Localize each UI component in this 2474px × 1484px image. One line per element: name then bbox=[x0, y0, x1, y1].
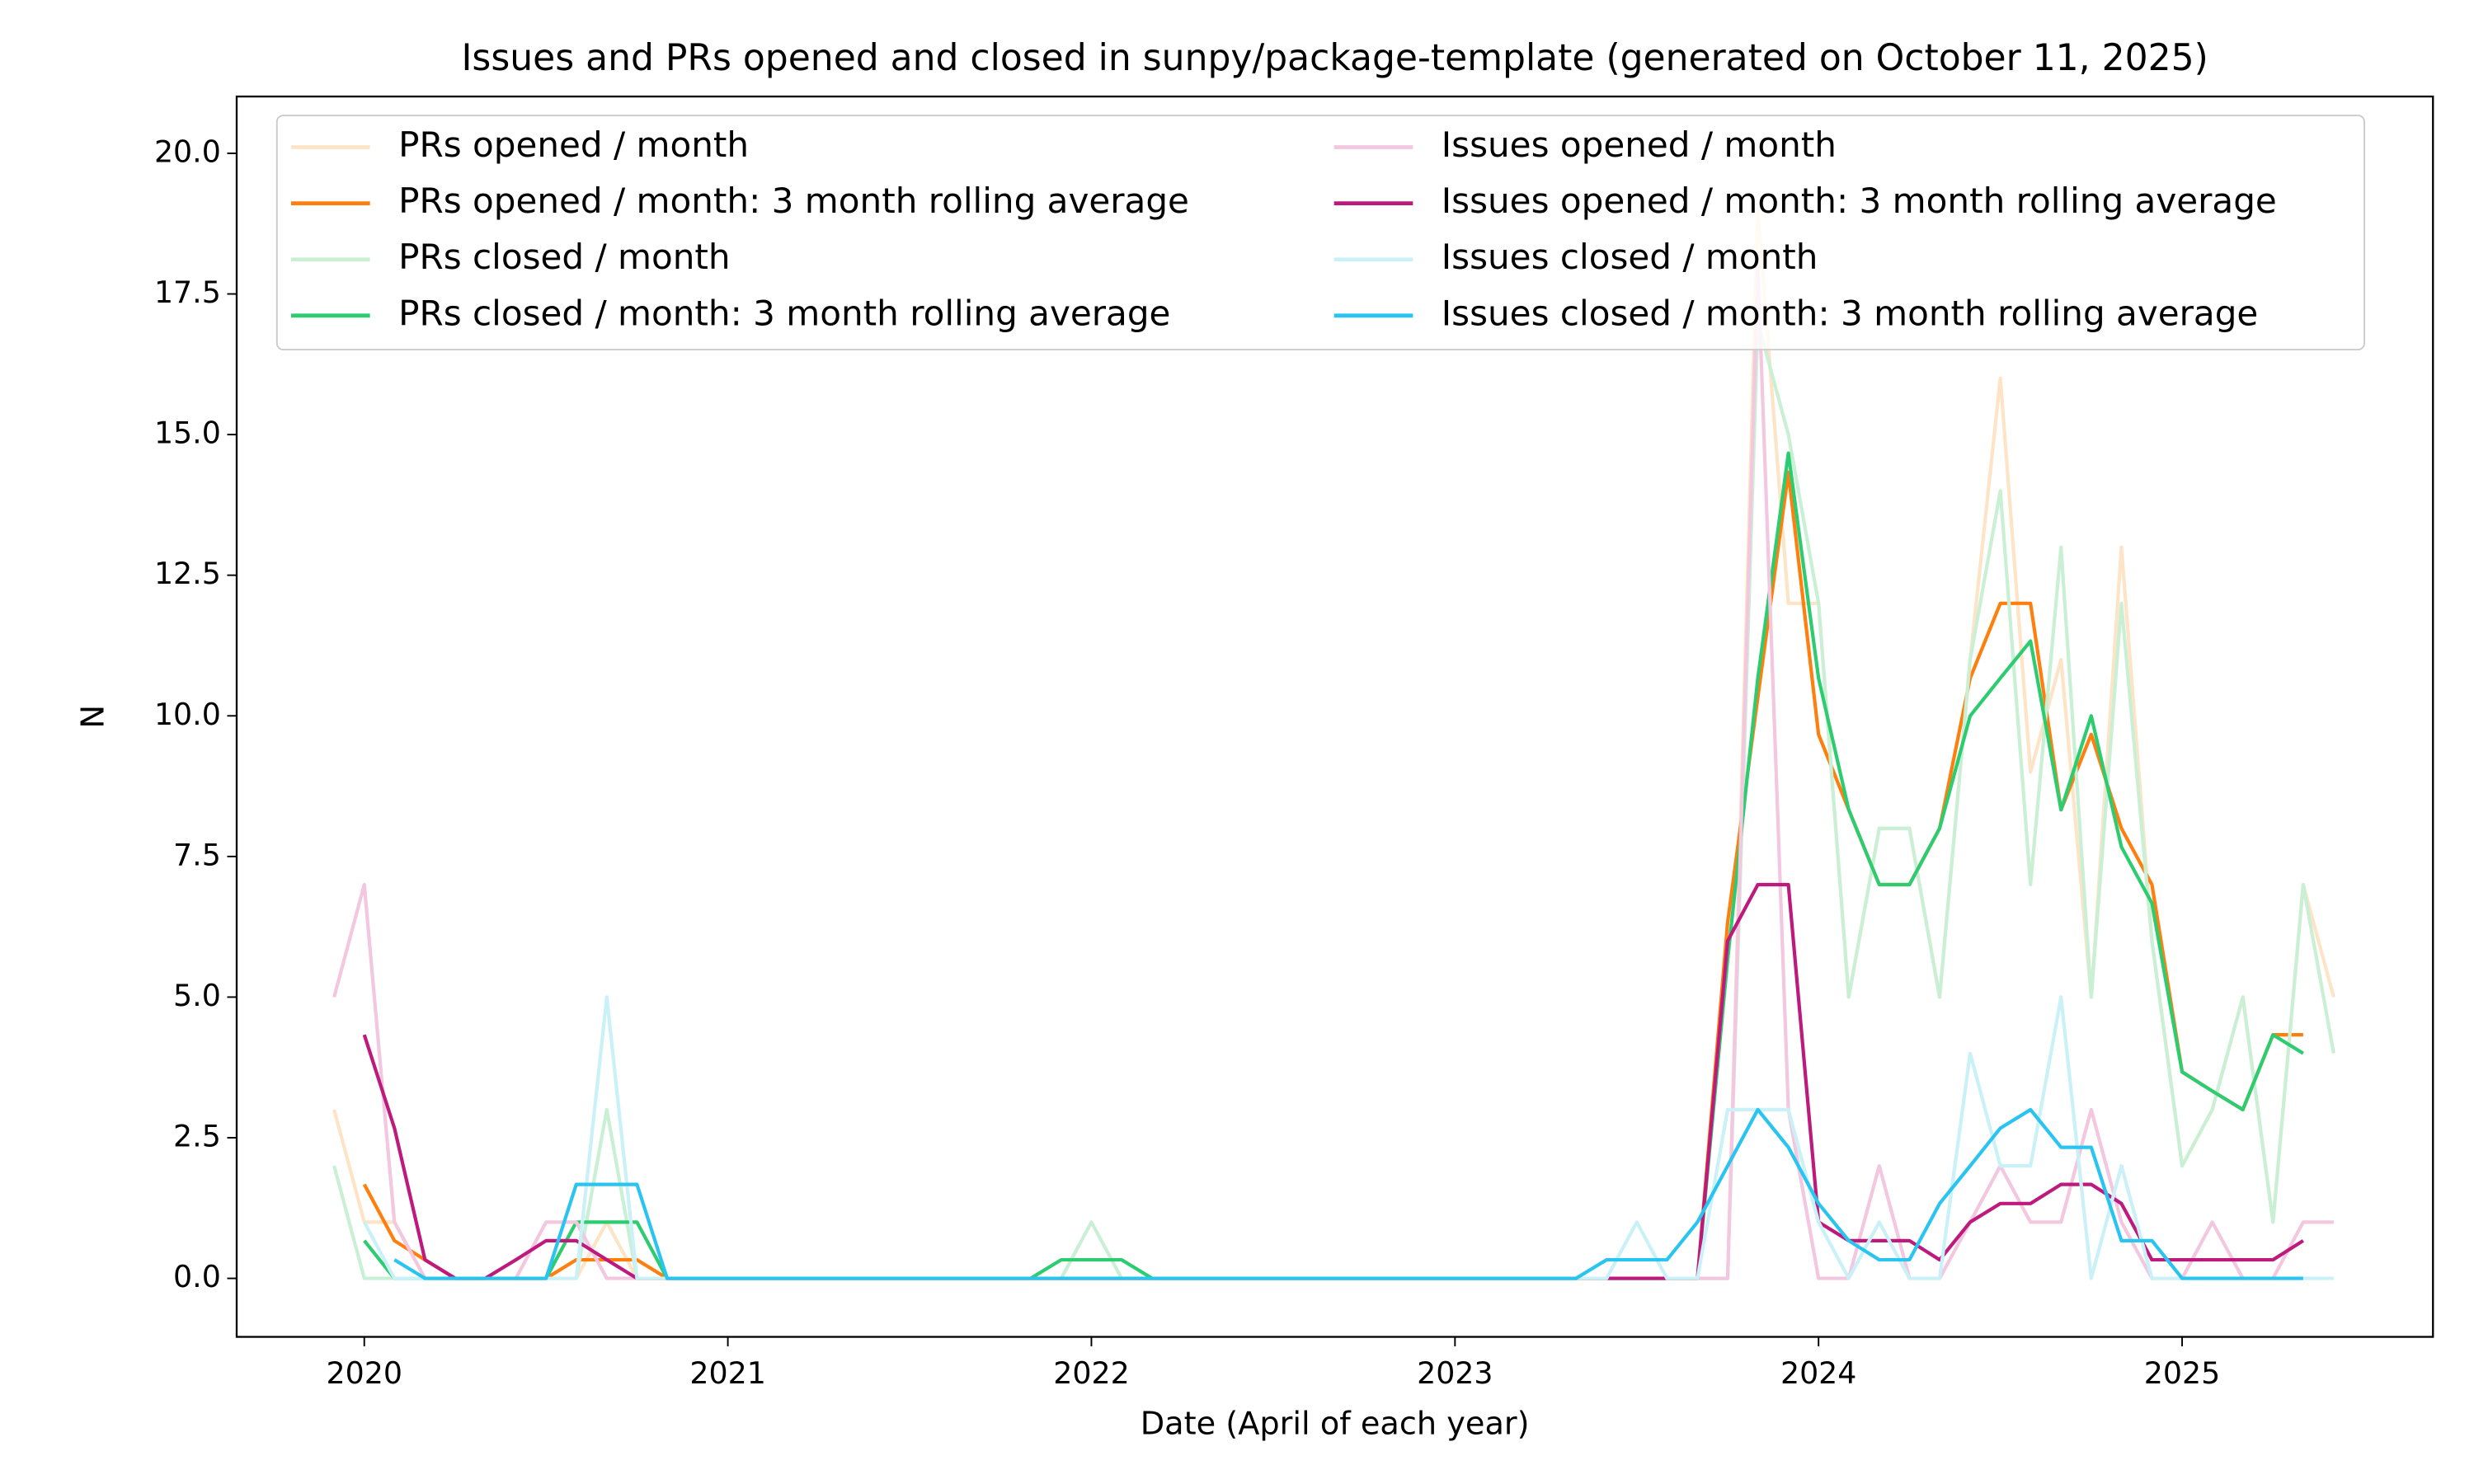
legend-label: PRs opened / month bbox=[398, 124, 749, 165]
x-tick-label: 2020 bbox=[326, 1355, 402, 1391]
legend: PRs opened / month PRs opened / month: 3 … bbox=[275, 115, 2365, 351]
series-line bbox=[393, 1107, 2303, 1280]
legend-label: Issues opened / month: 3 month rolling a… bbox=[1442, 181, 2277, 221]
axes-frame bbox=[235, 95, 2434, 1338]
y-tick-label: 12.5 bbox=[154, 556, 221, 591]
legend-label: Issues opened / month bbox=[1442, 124, 1837, 165]
x-axis-label: Date (April of each year) bbox=[1141, 1405, 1530, 1442]
y-tick-label: 20.0 bbox=[154, 134, 221, 169]
plot-area bbox=[332, 208, 2335, 1280]
y-tick-label: 17.5 bbox=[154, 275, 221, 310]
chart-title: Issues and PRs opened and closed in sunp… bbox=[461, 37, 2208, 79]
y-tick-label: 5.0 bbox=[173, 978, 221, 1013]
x-tick-label: 2021 bbox=[689, 1355, 765, 1391]
x-tick-label: 2025 bbox=[2144, 1355, 2220, 1391]
legend-label: Issues closed / month bbox=[1442, 237, 1818, 277]
y-tick-label: 7.5 bbox=[173, 837, 221, 872]
legend-label: Issues closed / month: 3 month rolling a… bbox=[1442, 293, 2259, 333]
y-tick-label: 2.5 bbox=[173, 1118, 221, 1153]
legend-label: PRs closed / month bbox=[398, 237, 730, 277]
legend-label: PRs opened / month: 3 month rolling aver… bbox=[398, 181, 1189, 221]
y-tick-label: 15.0 bbox=[154, 416, 221, 451]
x-tick-label: 2024 bbox=[1780, 1355, 1856, 1391]
legend-label: PRs closed / month: 3 month rolling aver… bbox=[398, 293, 1170, 333]
y-tick-label: 0.0 bbox=[173, 1259, 221, 1294]
legend-box bbox=[275, 115, 2365, 351]
y-tick-label: 10.0 bbox=[154, 697, 221, 732]
y-axis-label: N bbox=[74, 705, 111, 729]
x-tick-label: 2023 bbox=[1417, 1355, 1493, 1391]
x-tick-label: 2022 bbox=[1053, 1355, 1129, 1391]
